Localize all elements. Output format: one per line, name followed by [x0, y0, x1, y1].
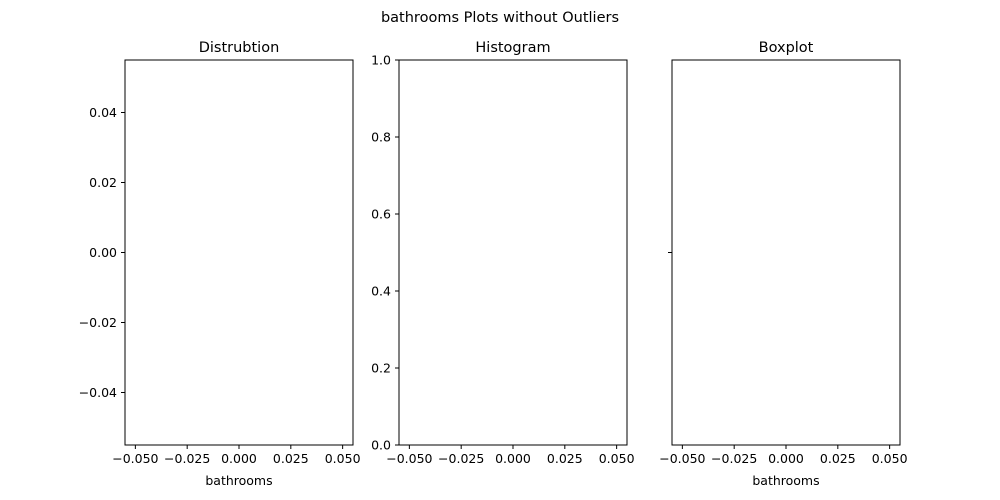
- histogram-ytick-label: 0.8: [371, 130, 391, 145]
- histogram-ytick-label: 1.0: [371, 53, 391, 68]
- histogram-xtick-label: 0.050: [599, 451, 635, 466]
- distribution-title: Distrubtion: [199, 40, 280, 56]
- distribution-xtick-label: 0.000: [221, 451, 257, 466]
- histogram-xtick-label: 0.000: [495, 451, 531, 466]
- distribution-xlabel: bathrooms: [205, 473, 272, 488]
- histogram-title: Histogram: [475, 40, 550, 56]
- boxplot-axes-frame: [671, 59, 901, 446]
- figure-suptitle: bathrooms Plots without Outliers: [381, 10, 619, 26]
- histogram-axes-frame: [398, 59, 628, 446]
- histogram-xtick-label: −0.025: [438, 451, 484, 466]
- distribution-ytick-label: 0.04: [89, 105, 117, 120]
- distribution-ytick-label: 0.02: [89, 175, 117, 190]
- histogram-ytick-label: 0.6: [371, 207, 391, 222]
- distribution-ytick-label: −0.02: [79, 315, 117, 330]
- boxplot-xtick-label: −0.025: [711, 451, 757, 466]
- distribution-axes-frame: [124, 59, 354, 446]
- boxplot-xtick-label: −0.050: [659, 451, 705, 466]
- distribution-xtick-label: −0.050: [112, 451, 158, 466]
- distribution-xtick-label: 0.050: [325, 451, 361, 466]
- distribution-xtick-label: 0.025: [273, 451, 309, 466]
- histogram-xtick-label: 0.025: [547, 451, 583, 466]
- boxplot-xtick-label: 0.000: [768, 451, 804, 466]
- boxplot-xtick-label: 0.050: [872, 451, 908, 466]
- distribution-panel: Distrubtion −0.050 −0.025 0.000 0.025 0.050 0.…: [79, 40, 361, 488]
- distribution-xtick-label: −0.025: [164, 451, 210, 466]
- distribution-ytick-label: −0.04: [79, 385, 117, 400]
- histogram-xtick-label: −0.050: [386, 451, 432, 466]
- histogram-ytick-label: 0.2: [371, 361, 391, 376]
- boxplot-xlabel: bathrooms: [752, 473, 819, 488]
- subplot-panels: Distrubtion −0.050 −0.025 0.000 0.025 0.050 0.…: [79, 40, 908, 488]
- boxplot-title: Boxplot: [759, 40, 814, 56]
- boxplot-xtick-label: 0.025: [820, 451, 856, 466]
- histogram-ytick-label: 0.0: [371, 438, 391, 453]
- histogram-ytick-label: 0.4: [371, 284, 391, 299]
- histogram-panel: Histogram −0.050 −0.025 0.000 0.025 0.050 1.0 0…: [371, 40, 634, 466]
- boxplot-panel: Boxplot −0.050 −0.025 0.000 0.025 0.050 bathro…: [659, 40, 907, 488]
- distribution-ytick-label: 0.00: [89, 245, 117, 260]
